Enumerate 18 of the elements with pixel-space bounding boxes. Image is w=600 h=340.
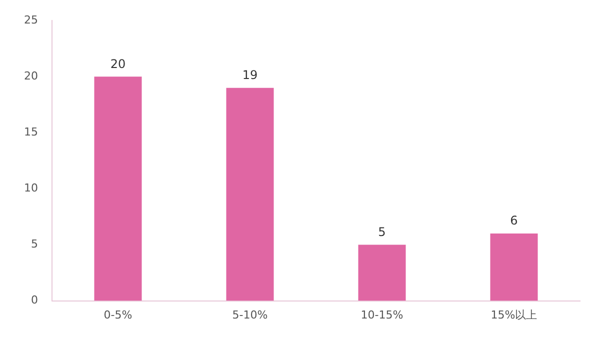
x-tick-label: 5-10% [232, 308, 268, 322]
y-tick-label: 0 [30, 294, 38, 307]
bar [358, 244, 406, 301]
data-label: 20 [110, 56, 126, 71]
y-tick-label: 5 [30, 238, 38, 251]
data-label: 5 [378, 224, 386, 239]
bar [226, 88, 274, 301]
y-tick-label: 10 [24, 182, 38, 195]
x-tick-label: 0-5% [104, 308, 132, 322]
bar [490, 234, 538, 301]
y-tick-label: 15 [24, 126, 38, 139]
y-tick-label: 20 [24, 70, 38, 82]
x-tick-label: 10-15% [360, 308, 404, 322]
data-label: 6 [510, 214, 518, 228]
bar [94, 76, 142, 301]
x-tick-label: 15%以上 [490, 308, 538, 322]
data-label: 19 [242, 68, 258, 82]
y-tick-label: 25 [24, 13, 38, 26]
